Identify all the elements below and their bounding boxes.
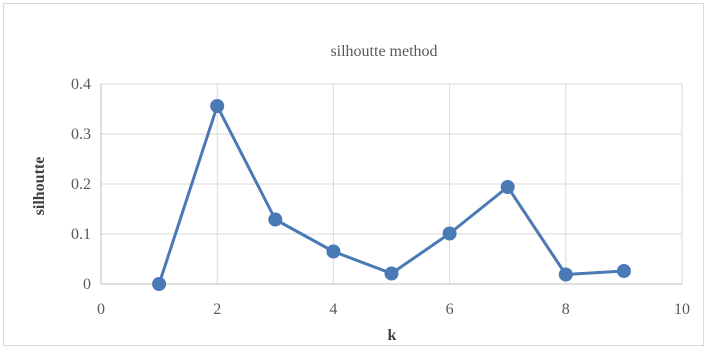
y-tick-label: 0.1 xyxy=(71,226,91,243)
data-point xyxy=(384,266,399,281)
data-point xyxy=(210,99,225,113)
y-axis-label: silhoutte xyxy=(31,157,48,216)
x-tick-label: 0 xyxy=(97,301,105,318)
y-tick-label: 0.2 xyxy=(71,176,91,193)
data-point xyxy=(500,180,515,194)
data-point xyxy=(326,244,341,259)
axis-layer: 0 0.1 0.2 0.3 0.4 0 2 4 6 8 10 xyxy=(71,76,690,318)
x-tick-label: 4 xyxy=(329,301,337,318)
chart-title: silhoutte method xyxy=(330,43,437,60)
y-tick-label: 0.4 xyxy=(71,76,91,93)
x-tick-label: 8 xyxy=(562,301,570,318)
y-tick-label: 0 xyxy=(83,276,91,293)
x-tick-label: 6 xyxy=(446,301,454,318)
label-layer: silhoutte method k silhoutte xyxy=(31,43,438,344)
data-point xyxy=(558,267,573,282)
data-point xyxy=(268,212,283,227)
grid-layer xyxy=(101,83,683,284)
x-axis-label: k xyxy=(388,327,397,344)
y-tick-label: 0.3 xyxy=(71,126,91,143)
chart-svg: 0 0.1 0.2 0.3 0.4 0 2 4 6 8 10 silhoutte method k … xyxy=(31,43,690,344)
data-point xyxy=(616,264,631,278)
x-tick-label: 10 xyxy=(674,301,690,318)
data-point xyxy=(442,226,457,241)
x-tick-label: 2 xyxy=(213,301,221,318)
series-layer xyxy=(152,99,631,291)
chart-frame: 0 0.1 0.2 0.3 0.4 0 2 4 6 8 10 silhoutte method k … xyxy=(3,3,704,346)
series-line xyxy=(157,104,626,286)
data-point xyxy=(152,277,167,291)
